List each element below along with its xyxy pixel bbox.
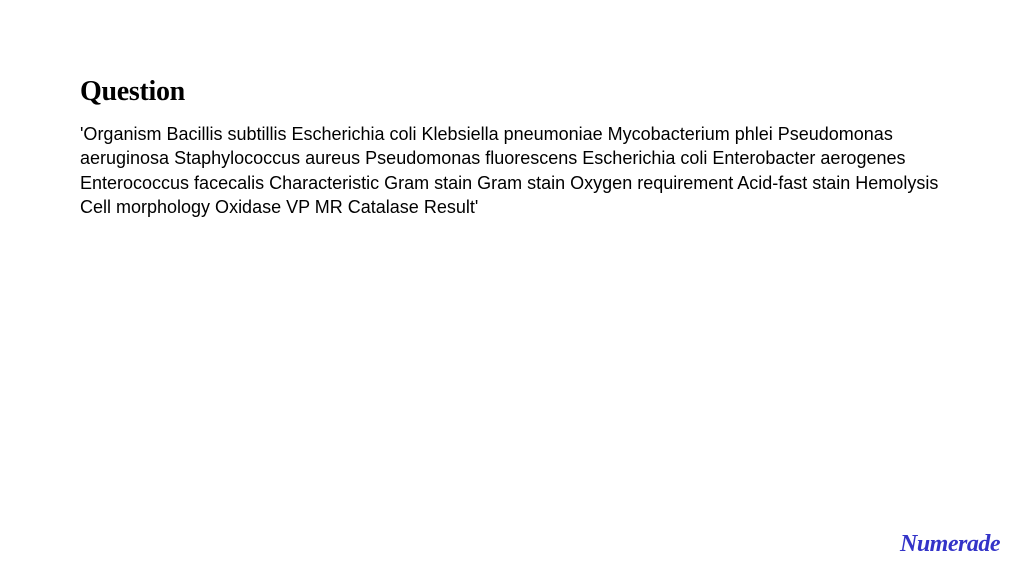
question-heading: Question (80, 76, 944, 108)
question-body: 'Organism Bacillis subtillis Escherichia… (80, 122, 944, 219)
content-area: Question 'Organism Bacillis subtillis Es… (0, 0, 1024, 219)
brand-logo: Numerade (900, 531, 1000, 558)
